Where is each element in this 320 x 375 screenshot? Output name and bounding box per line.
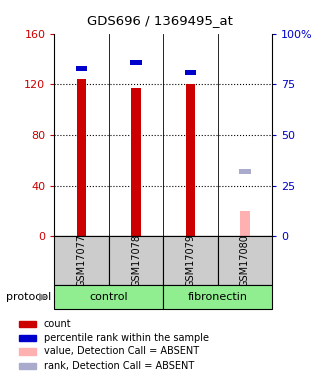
Bar [19,348,36,355]
Text: protocol: protocol [6,292,52,302]
Text: control: control [90,292,128,302]
Bar [239,169,251,174]
Bar [19,363,36,369]
Bar [54,236,109,285]
Text: GSM17080: GSM17080 [240,234,250,287]
Text: rank, Detection Call = ABSENT: rank, Detection Call = ABSENT [44,362,194,371]
Text: ▶: ▶ [39,292,47,302]
Bar [130,60,142,64]
Bar [54,285,163,309]
Bar [76,66,87,71]
Text: GDS696 / 1369495_at: GDS696 / 1369495_at [87,14,233,27]
Bar [163,236,218,285]
Bar [218,236,272,285]
Bar [19,321,36,327]
Text: count: count [44,319,71,329]
Text: GSM17079: GSM17079 [185,234,196,287]
Text: GSM17077: GSM17077 [76,234,87,287]
Bar [131,88,141,236]
Bar [77,80,86,236]
Text: percentile rank within the sample: percentile rank within the sample [44,333,209,343]
Bar [163,285,272,309]
Bar [186,84,195,236]
Bar [185,70,196,75]
Bar [19,335,36,341]
Text: value, Detection Call = ABSENT: value, Detection Call = ABSENT [44,346,199,357]
Text: fibronectin: fibronectin [188,292,248,302]
Text: GSM17078: GSM17078 [131,234,141,287]
Bar [240,211,250,236]
Bar [109,236,163,285]
